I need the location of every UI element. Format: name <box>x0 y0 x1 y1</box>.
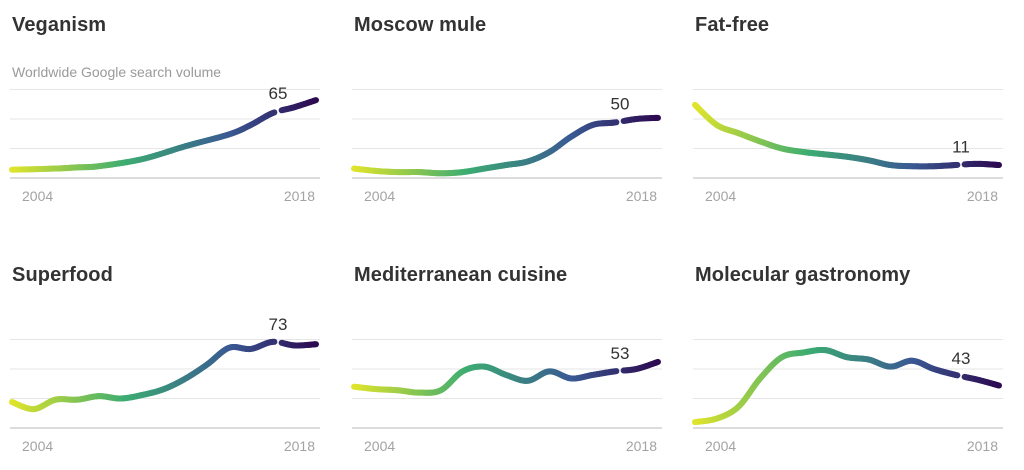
series-line <box>12 100 316 170</box>
x-tick-label: 2004 <box>22 438 53 454</box>
series-line <box>354 118 658 173</box>
x-tick-label: 2004 <box>22 188 53 204</box>
value-label: 50 <box>611 95 630 114</box>
x-tick-label: 2018 <box>967 438 998 454</box>
x-tick-label: 2018 <box>967 188 998 204</box>
x-tick-label: 2018 <box>626 188 657 204</box>
value-label: 65 <box>269 84 288 103</box>
x-tick-label: 2004 <box>364 188 395 204</box>
chart-plot: 65 2004 2018 <box>10 0 320 220</box>
series-line <box>354 362 658 393</box>
series-line <box>12 342 316 409</box>
x-tick-label: 2004 <box>705 188 736 204</box>
chart-plot: 73 2004 2018 <box>10 250 320 470</box>
x-tick-label: 2018 <box>284 438 315 454</box>
value-label: 11 <box>952 138 970 157</box>
x-tick-label: 2018 <box>626 438 657 454</box>
value-label: 43 <box>952 349 971 368</box>
chart-plot: 50 2004 2018 <box>352 0 662 220</box>
chart-panel-veganism: Veganism Worldwide Google search volume … <box>10 0 320 220</box>
series-segment <box>273 112 275 113</box>
x-tick-label: 2004 <box>705 438 736 454</box>
series-line <box>695 105 999 167</box>
x-tick-label: 2018 <box>284 188 315 204</box>
value-label: 73 <box>269 315 288 334</box>
chart-plot: 53 2004 2018 <box>352 250 662 470</box>
value-label: 53 <box>611 344 630 363</box>
x-tick-label: 2004 <box>364 438 395 454</box>
chart-plot: 11 2004 2018 <box>693 0 1003 220</box>
chart-plot: 43 2004 2018 <box>693 250 1003 470</box>
